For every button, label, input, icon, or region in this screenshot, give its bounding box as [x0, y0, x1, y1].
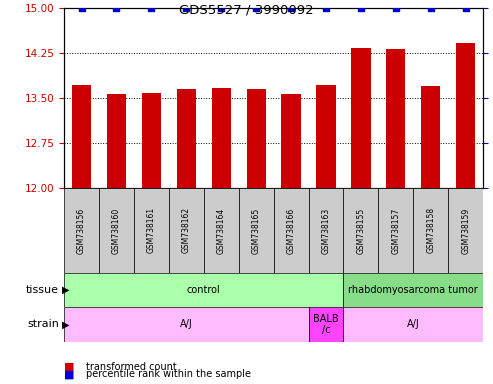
Bar — [239, 188, 274, 273]
Bar — [64, 188, 99, 273]
Bar — [456, 43, 475, 188]
Bar — [107, 94, 126, 188]
Bar — [282, 94, 301, 188]
Text: GSM738166: GSM738166 — [286, 207, 296, 253]
Text: GSM738164: GSM738164 — [217, 207, 226, 253]
Bar — [211, 88, 231, 188]
Point — [357, 5, 365, 11]
Bar — [317, 85, 336, 188]
Text: GSM738158: GSM738158 — [426, 207, 435, 253]
Bar — [309, 307, 344, 342]
Text: GSM738155: GSM738155 — [356, 207, 365, 253]
Point — [322, 5, 330, 11]
Bar — [142, 93, 161, 188]
Text: strain: strain — [27, 319, 59, 329]
Point — [392, 5, 400, 11]
Text: GSM738163: GSM738163 — [321, 207, 330, 253]
Bar — [176, 89, 196, 188]
Point — [287, 5, 295, 11]
Text: rhabdomyosarcoma tumor: rhabdomyosarcoma tumor — [349, 285, 478, 295]
Point — [77, 5, 85, 11]
Text: GSM738165: GSM738165 — [251, 207, 261, 253]
Point — [252, 5, 260, 11]
Bar — [99, 188, 134, 273]
Bar — [309, 188, 344, 273]
Point — [427, 5, 435, 11]
Bar — [246, 89, 266, 188]
Bar — [344, 273, 483, 307]
Text: GDS5527 / 3990092: GDS5527 / 3990092 — [179, 4, 314, 17]
Text: GSM738156: GSM738156 — [77, 207, 86, 253]
Text: GSM738159: GSM738159 — [461, 207, 470, 253]
Point — [147, 5, 155, 11]
Text: ▶: ▶ — [62, 319, 69, 329]
Text: A/J: A/J — [180, 319, 193, 329]
Text: GSM738162: GSM738162 — [182, 207, 191, 253]
Bar — [448, 188, 483, 273]
Bar — [378, 188, 413, 273]
Text: GSM738161: GSM738161 — [147, 207, 156, 253]
Text: ■: ■ — [64, 369, 74, 379]
Bar — [421, 86, 440, 188]
Text: ▶: ▶ — [62, 285, 69, 295]
Bar — [352, 48, 371, 188]
Point — [112, 5, 120, 11]
Text: GSM738157: GSM738157 — [391, 207, 400, 253]
Bar — [344, 307, 483, 342]
Point — [217, 5, 225, 11]
Bar — [274, 188, 309, 273]
Text: control: control — [187, 285, 221, 295]
Text: ■: ■ — [64, 362, 74, 372]
Bar — [413, 188, 448, 273]
Bar — [169, 188, 204, 273]
Bar — [72, 85, 91, 188]
Text: transformed count: transformed count — [86, 362, 177, 372]
Point — [462, 5, 470, 11]
Bar — [134, 188, 169, 273]
Text: BALB
/c: BALB /c — [313, 314, 339, 335]
Point — [182, 5, 190, 11]
Bar — [64, 307, 309, 342]
Bar — [386, 49, 405, 188]
Text: tissue: tissue — [26, 285, 59, 295]
Text: GSM738160: GSM738160 — [112, 207, 121, 253]
Text: A/J: A/J — [407, 319, 420, 329]
Bar — [204, 188, 239, 273]
Text: percentile rank within the sample: percentile rank within the sample — [86, 369, 251, 379]
Bar — [64, 273, 344, 307]
Bar — [344, 188, 378, 273]
